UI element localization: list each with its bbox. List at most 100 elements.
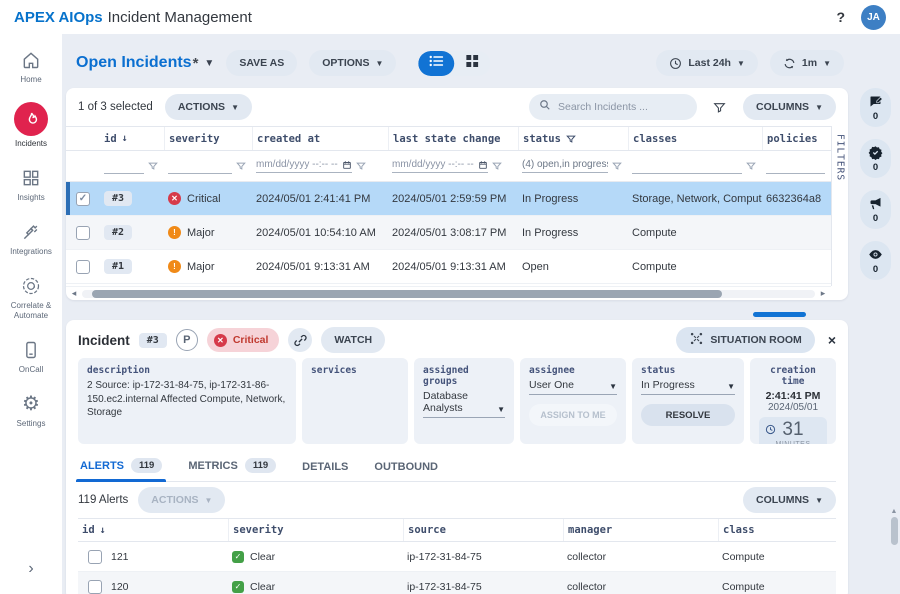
chevron-down-icon: ▼ — [823, 58, 831, 68]
col-header-alert-severity[interactable]: severity — [228, 519, 403, 541]
col-header-created-at[interactable]: created at — [252, 127, 388, 150]
incident-id-badge: #1 — [104, 259, 133, 274]
sidebar-expand-chevron[interactable]: › — [28, 560, 34, 577]
sidebar-item-integrations[interactable]: Integrations — [0, 220, 62, 257]
filter-funnel-button[interactable] — [707, 94, 733, 120]
col-header-severity[interactable]: severity — [164, 127, 252, 150]
row-checkbox[interactable] — [76, 259, 90, 274]
search-incidents-input[interactable] — [557, 101, 673, 113]
col-header-status[interactable]: status — [518, 127, 628, 150]
list-view-button[interactable] — [418, 50, 455, 76]
scroll-left-icon[interactable]: ◂ — [71, 288, 77, 298]
comments-rail-button[interactable]: 0 — [860, 88, 891, 127]
view-mode-toggle — [418, 50, 491, 76]
scrollbar-thumb[interactable] — [890, 517, 898, 545]
chevron-down-icon: ▼ — [736, 58, 745, 68]
last-state-change-filter[interactable]: mm/dd/yyyy --:-- -- — [388, 151, 518, 181]
policies-filter[interactable] — [762, 151, 831, 181]
priority-badge[interactable]: P — [175, 329, 198, 351]
sidebar-item-correlate-automate[interactable]: Correlate & Automate — [0, 274, 62, 321]
classes-filter[interactable] — [628, 151, 762, 181]
resolve-button[interactable]: RESOLVE — [641, 404, 735, 426]
search-incidents-box[interactable] — [528, 94, 697, 120]
announcements-rail-button[interactable]: 0 — [860, 190, 891, 229]
assigned-groups-select[interactable]: Database Analysts ▼ — [423, 390, 505, 418]
detail-header: Incident #3 P Critical WATCH SITUATION R… — [78, 320, 836, 356]
scrollbar-thumb[interactable] — [92, 289, 723, 298]
save-as-button[interactable]: SAVE AS — [226, 50, 298, 76]
alerts-controls: 119 Alerts ACTIONS ▼ COLUMNS ▼ — [78, 482, 836, 518]
alert-row[interactable]: 120 Clear ip-172-31-84-75 collector Comp… — [78, 572, 836, 594]
horizontal-scrollbar[interactable]: ◂ ▸ — [66, 286, 831, 300]
col-header-alert-id[interactable]: id ↓ — [82, 524, 106, 536]
alerts-vertical-scrollbar[interactable]: ▲ — [890, 508, 898, 592]
severity-filter[interactable] — [164, 151, 252, 181]
incidents-columns-button[interactable]: COLUMNS ▼ — [742, 94, 836, 120]
col-header-id[interactable]: id ↓ — [104, 132, 128, 145]
panel-resize-handle[interactable] — [753, 312, 806, 317]
tab-details[interactable]: DETAILS — [302, 461, 349, 473]
chevron-down-icon: ▼ — [815, 495, 823, 505]
row-checkbox[interactable] — [76, 225, 90, 240]
alert-row[interactable]: 121 Clear ip-172-31-84-75 collector Comp… — [78, 542, 836, 572]
situation-room-button[interactable]: SITUATION ROOM — [676, 327, 815, 353]
clear-severity-icon — [232, 580, 244, 593]
incident-row[interactable]: #2 Major 2024/05/01 10:54:10 AM 2024/05/… — [66, 216, 831, 250]
status-select[interactable]: In Progress ▼ — [641, 379, 735, 395]
oncall-phone-icon — [19, 338, 43, 362]
user-avatar[interactable]: JA — [861, 4, 886, 30]
grid-view-button[interactable] — [454, 51, 490, 76]
col-header-last-state-change[interactable]: last state change — [388, 127, 518, 150]
copy-link-button[interactable] — [288, 328, 313, 352]
refresh-interval-button[interactable]: 1m ▼ — [769, 50, 844, 76]
grid-view-icon — [466, 54, 479, 72]
row-checkbox[interactable] — [88, 549, 102, 564]
col-header-policies[interactable]: policies — [762, 127, 831, 150]
chevron-down-icon: ▼ — [204, 495, 213, 505]
watchers-rail-button[interactable]: 0 — [860, 241, 891, 280]
sidebar-item-incidents[interactable]: Incidents — [0, 102, 62, 149]
description-card: description 2 Source: ip-172-31-84-75, i… — [78, 358, 296, 444]
row-checkbox-checked[interactable] — [76, 191, 90, 206]
funnel-icon — [746, 161, 756, 171]
help-button[interactable]: ? — [836, 9, 845, 25]
created-at-filter[interactable]: mm/dd/yyyy --:-- -- — [252, 151, 388, 181]
scroll-up-icon[interactable]: ▲ — [890, 508, 898, 515]
description-text: 2 Source: ip-172-31-84-75, ip-172-31-86-… — [87, 380, 286, 418]
badge-check-icon — [868, 145, 883, 160]
filters-side-tab[interactable]: FILTERS — [831, 126, 848, 286]
incidents-actions-button[interactable]: ACTIONS ▼ — [164, 94, 252, 120]
tab-outbound[interactable]: OUTBOUND — [374, 461, 438, 473]
assignee-select[interactable]: User One ▼ — [529, 379, 617, 395]
scroll-right-icon[interactable]: ▸ — [820, 288, 826, 298]
sidebar-item-settings[interactable]: ⚙ Settings — [16, 393, 46, 428]
tab-alerts[interactable]: ALERTS 119 — [75, 458, 167, 482]
incident-row[interactable]: #3 Critical 2024/05/01 2:41:41 PM 2024/0… — [66, 182, 831, 216]
tab-metrics[interactable]: METRICS 119 — [188, 458, 277, 481]
close-icon[interactable]: × — [827, 332, 836, 348]
view-title-dropdown[interactable]: Open Incidents — [76, 54, 192, 71]
badge-rail-button[interactable]: 0 — [860, 139, 891, 178]
unsaved-indicator: * — [192, 54, 199, 72]
alerts-actions-button[interactable]: ACTIONS ▼ — [138, 487, 226, 513]
incident-row[interactable]: #1 Major 2024/05/01 9:13:31 AM 2024/05/0… — [66, 250, 831, 284]
chevron-down-icon: ▼ — [231, 102, 239, 112]
col-header-alert-class[interactable]: class — [718, 519, 848, 541]
assign-to-me-button[interactable]: ASSIGN TO ME — [529, 404, 617, 426]
sidebar-item-oncall[interactable]: OnCall — [0, 338, 62, 375]
col-header-classes[interactable]: classes — [628, 127, 762, 150]
gear-icon: ⚙ — [22, 393, 40, 415]
status-filter[interactable]: (4) open,in progress,s — [518, 151, 628, 181]
id-filter[interactable] — [100, 151, 164, 181]
col-header-alert-source[interactable]: source — [403, 519, 563, 541]
alerts-columns-button[interactable]: COLUMNS ▼ — [742, 487, 836, 513]
chevron-down-icon: ▼ — [609, 382, 617, 391]
options-button[interactable]: OPTIONS ▼ — [309, 50, 397, 76]
watch-button[interactable]: WATCH — [321, 327, 386, 353]
severity-pill[interactable]: Critical — [206, 328, 280, 352]
row-checkbox[interactable] — [88, 579, 102, 594]
col-header-alert-manager[interactable]: manager — [563, 519, 718, 541]
sidebar-item-home[interactable]: Home — [0, 48, 62, 85]
sidebar-item-insights[interactable]: Insights — [0, 166, 62, 203]
time-range-button[interactable]: Last 24h ▼ — [656, 50, 758, 76]
